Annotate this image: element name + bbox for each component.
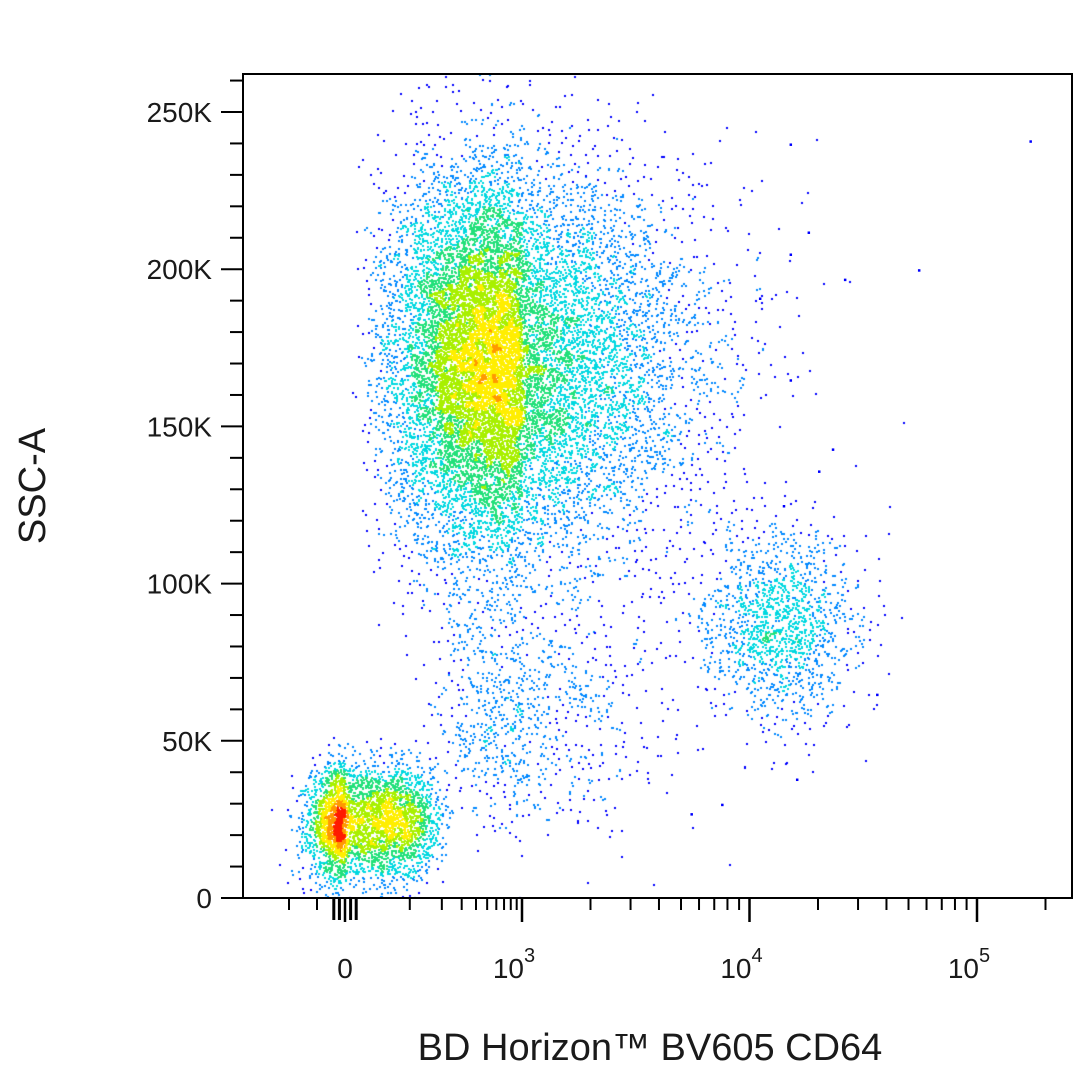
event-point [817,470,821,473]
event-point [758,297,762,300]
plot-frame [242,73,1073,899]
x-axis-title: BD Horizon™ BV605 CD64 [418,1027,883,1069]
density-layer-wrapper [243,74,1072,898]
y-tick-label: 150K [147,411,213,442]
y-tick-label: 0 [196,883,212,914]
event-point [795,778,799,782]
x-tick-label: 0 [337,953,353,984]
y-tick-label: 200K [147,254,213,285]
event-point [782,505,786,508]
y-tick-label: 100K [147,569,213,600]
y-axis: 0 50K 100K 150K 200K 250K [147,79,243,914]
outlier-points [690,140,1032,816]
event-point [831,448,835,451]
x-tick-label: 104 [720,945,762,984]
event-point [789,143,793,146]
event-point [876,693,879,697]
y-axis-title: SSC-A [12,427,54,544]
x-tick-label: 103 [493,945,535,984]
event-point [1029,140,1032,143]
event-point [789,253,793,256]
event-point [917,269,921,272]
event-point [721,803,724,807]
y-tick-label: 250K [147,97,213,128]
x-tick-label: 105 [948,945,990,984]
event-point [807,231,811,234]
event-density-canvas [243,74,1072,898]
event-point [690,813,693,816]
y-tick-label: 50K [162,726,212,757]
event-point [843,278,847,282]
x-axis: 0 103 104 105 [288,898,1047,984]
event-point [789,379,793,382]
